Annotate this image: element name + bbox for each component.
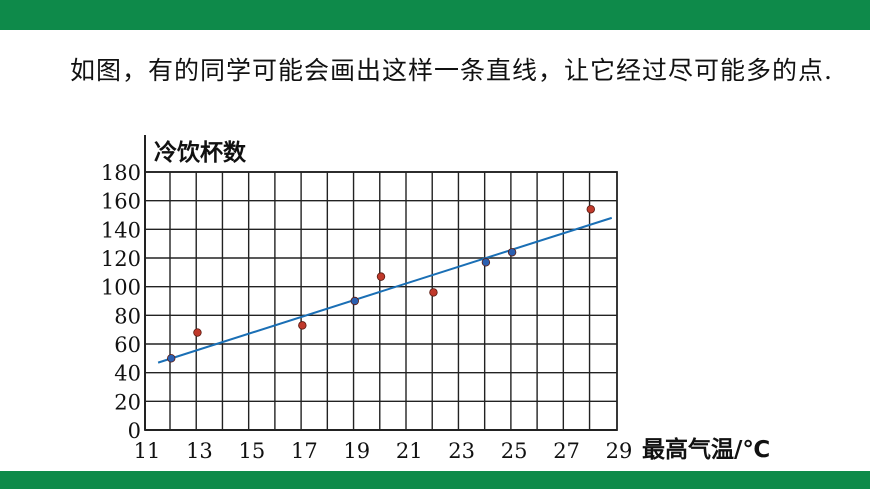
trend-line xyxy=(157,216,613,364)
top-banner xyxy=(0,0,870,30)
data-point xyxy=(298,321,307,330)
y-tick-label: 0 xyxy=(128,419,141,443)
y-tick-label: 80 xyxy=(114,304,141,328)
caption-text: 如图，有的同学可能会画出这样一条直线，让它经过尽可能多的点. xyxy=(70,56,833,85)
x-tick-label: 17 xyxy=(291,439,318,463)
x-tick-label: 25 xyxy=(501,439,528,463)
y-tick-label: 100 xyxy=(101,276,141,300)
data-point xyxy=(586,205,595,214)
x-tick-label: 19 xyxy=(343,439,370,463)
y-tick-label: 60 xyxy=(114,333,141,357)
bottom-banner xyxy=(0,471,870,489)
data-point xyxy=(507,248,517,257)
data-point xyxy=(193,328,202,337)
data-point xyxy=(429,288,438,297)
y-axis-title: 冷饮杯数 xyxy=(154,139,247,166)
y-tick-label: 160 xyxy=(101,190,141,214)
y-tick-label: 40 xyxy=(114,362,141,386)
x-tick-label: 11 xyxy=(134,439,161,463)
data-point xyxy=(481,258,491,267)
x-tick-label: 13 xyxy=(186,439,213,463)
x-tick-label: 27 xyxy=(553,439,580,463)
data-point xyxy=(350,296,359,306)
y-tick-label: 120 xyxy=(101,247,141,271)
x-tick-label: 15 xyxy=(239,439,266,463)
y-tick-label: 180 xyxy=(101,161,141,185)
data-point xyxy=(376,272,386,281)
y-tick-label: 20 xyxy=(114,390,141,414)
x-tick-label: 29 xyxy=(606,439,633,463)
x-axis-title: 最高气温/℃ xyxy=(642,436,770,463)
x-tick-label: 21 xyxy=(396,439,423,463)
x-tick-label: 23 xyxy=(448,439,475,463)
y-tick-label: 140 xyxy=(101,218,141,242)
plot-frame xyxy=(144,171,618,431)
data-point xyxy=(167,354,176,363)
